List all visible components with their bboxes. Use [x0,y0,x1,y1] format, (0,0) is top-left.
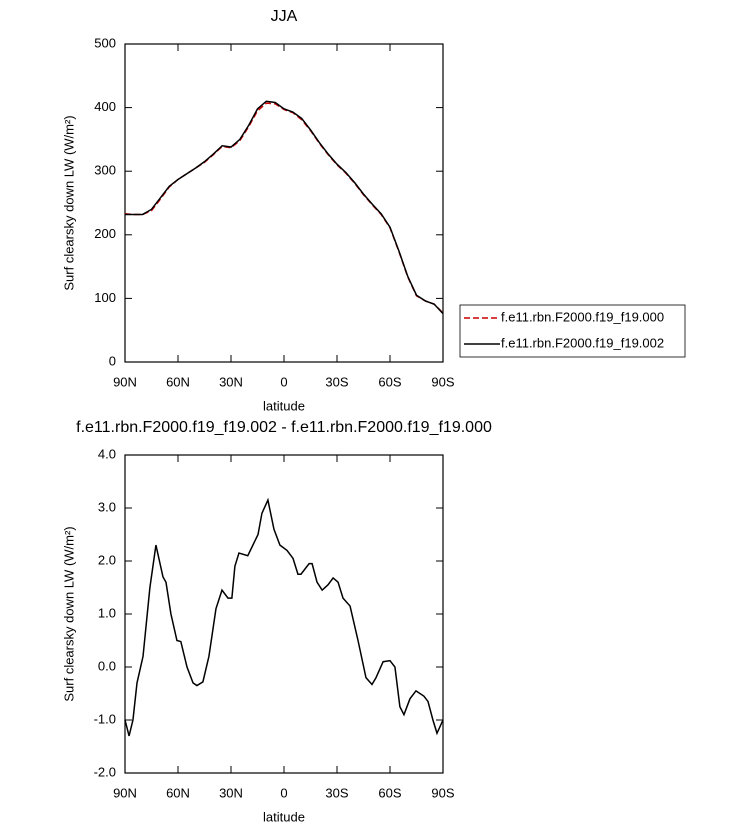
x-tick-label: 90N [113,785,137,800]
chart-title: f.e11.rbn.F2000.f19_f19.002 - f.e11.rbn.… [76,419,492,436]
plot-frame [124,43,444,363]
y-tick-label: 3.0 [98,499,116,514]
legend-label: f.e11.rbn.F2000.f19_f19.000 [501,309,664,324]
x-tick-label: 60N [166,374,190,389]
y-tick-label: 400 [94,99,116,114]
chart-title: JJA [271,8,298,25]
x-tick-label: 90S [431,374,454,389]
x-tick-label: 90N [113,374,137,389]
data-line [125,100,444,315]
x-tick-label: 0 [280,374,287,389]
y-tick-label: 1.0 [98,605,116,620]
x-axis-label: latitude [263,398,305,413]
legend-box [459,304,686,358]
y-axis-label: Surf clearsky down LW (W/m²) [61,115,76,290]
x-tick-label: 30N [219,785,243,800]
data-line [124,102,444,314]
x-axis-label: latitude [263,809,305,824]
x-tick-label: 60S [378,785,401,800]
y-tick-label: 0 [109,353,116,368]
y-tick-label: -2.0 [94,764,116,779]
y-tick-label: -1.0 [94,711,116,726]
y-tick-label: 100 [94,290,116,305]
x-tick-label: 0 [280,785,287,800]
y-tick-label: 300 [94,163,116,178]
y-tick-label: 500 [94,35,116,50]
x-tick-label: 90S [431,785,454,800]
legend-label: f.e11.rbn.F2000.f19_f19.002 [501,335,664,350]
y-tick-label: 4.0 [98,446,116,461]
x-tick-label: 60N [166,785,190,800]
y-tick-label: 2.0 [98,552,116,567]
plot-frame [124,454,444,774]
y-axis-label: Surf clearsky down LW (W/m²) [61,526,76,701]
y-tick-label: 200 [94,226,116,241]
x-tick-label: 30S [325,374,348,389]
data-line [124,497,444,737]
x-tick-label: 30S [325,785,348,800]
y-tick-label: 0.0 [98,658,116,673]
x-tick-label: 60S [378,374,401,389]
x-tick-label: 30N [219,374,243,389]
